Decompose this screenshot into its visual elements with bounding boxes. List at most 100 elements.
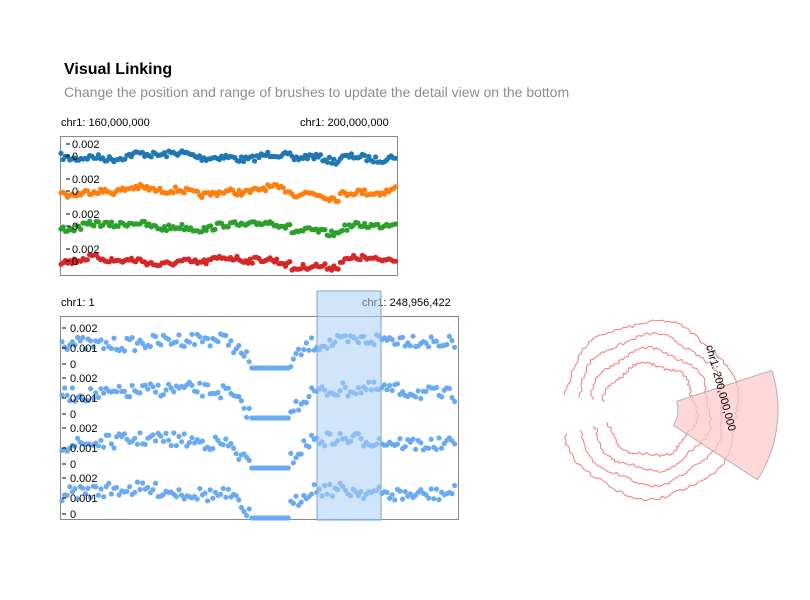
data-point — [95, 190, 101, 196]
data-point — [69, 385, 75, 391]
data-point — [285, 465, 291, 471]
detail-track-row — [58, 181, 398, 204]
data-point — [392, 221, 398, 227]
data-point — [205, 382, 211, 388]
data-point — [245, 260, 251, 266]
data-point — [163, 430, 169, 436]
data-point — [207, 487, 213, 493]
data-point — [287, 259, 293, 265]
data-point — [285, 515, 291, 521]
data-point — [205, 336, 211, 342]
data-point — [287, 222, 293, 228]
data-point — [311, 482, 317, 488]
data-point — [246, 506, 252, 512]
data-point — [199, 438, 205, 444]
data-point — [225, 224, 231, 230]
data-point — [290, 408, 296, 414]
data-point — [366, 153, 372, 160]
data-point — [223, 332, 229, 339]
data-point — [407, 343, 413, 349]
data-point — [158, 433, 164, 439]
data-point — [252, 158, 258, 164]
data-point — [137, 430, 143, 436]
data-point — [293, 493, 299, 499]
data-point — [389, 337, 395, 343]
y-tick-label: 0 — [72, 256, 78, 268]
data-point — [389, 492, 395, 498]
data-point — [210, 495, 216, 501]
data-point — [293, 455, 299, 461]
data-point — [342, 222, 348, 228]
data-point — [228, 338, 234, 344]
data-point — [236, 158, 242, 164]
data-point — [410, 333, 416, 339]
data-point — [400, 389, 406, 395]
data-point — [362, 187, 368, 193]
data-point — [428, 334, 434, 340]
data-point — [140, 340, 146, 347]
data-point — [265, 149, 271, 155]
data-point — [418, 395, 424, 402]
page-subtitle: Change the position and range of brushes… — [64, 84, 570, 100]
data-point — [301, 347, 307, 353]
data-point — [233, 451, 239, 457]
data-point — [439, 394, 445, 400]
data-point — [153, 438, 159, 444]
data-point — [415, 388, 421, 394]
data-point — [106, 480, 112, 486]
data-point — [155, 382, 161, 388]
data-point — [90, 395, 96, 401]
data-point — [69, 261, 75, 267]
data-point — [426, 445, 432, 451]
data-point — [176, 487, 182, 493]
data-point — [80, 334, 86, 341]
data-point — [290, 500, 296, 506]
overview-brush[interactable] — [316, 290, 382, 521]
data-point — [309, 335, 315, 341]
circular-brush[interactable] — [672, 369, 779, 481]
data-point — [236, 497, 242, 503]
data-point — [150, 487, 156, 493]
data-point — [293, 398, 299, 404]
data-point — [203, 261, 209, 267]
data-point — [72, 342, 78, 348]
data-point — [173, 443, 179, 449]
data-point — [225, 342, 231, 348]
data-point — [218, 491, 224, 497]
data-point — [423, 340, 429, 346]
data-point — [135, 186, 141, 192]
data-point — [298, 352, 304, 358]
data-point — [246, 457, 252, 463]
data-point — [158, 342, 164, 348]
data-point — [150, 432, 156, 438]
data-point — [357, 257, 363, 263]
overview-track[interactable]: 0.002 0.001 0 0.002 0.001 0 0.002 0.001 0 0.002 0.… — [59, 290, 459, 521]
data-point — [238, 504, 244, 511]
data-point — [170, 190, 176, 196]
data-point — [199, 339, 205, 345]
y-tick-label: 0.002 — [70, 423, 98, 435]
data-point — [309, 432, 315, 438]
data-point — [64, 492, 70, 498]
data-point — [194, 188, 200, 194]
data-point — [335, 266, 341, 272]
data-point — [452, 441, 458, 447]
data-point — [309, 491, 315, 497]
data-point — [306, 393, 312, 400]
data-point — [402, 489, 408, 495]
data-point — [394, 441, 400, 447]
overview-track-row — [59, 479, 458, 521]
data-point — [426, 495, 432, 501]
data-point — [88, 338, 94, 344]
data-point — [236, 394, 242, 400]
data-point — [153, 389, 159, 395]
data-point — [413, 394, 419, 400]
data-point — [173, 339, 179, 345]
circular-view[interactable]: chr1: 200,000,000 — [520, 300, 780, 540]
overview-track-row — [59, 430, 458, 471]
data-point — [212, 226, 218, 232]
data-point — [449, 491, 455, 497]
data-point — [326, 233, 332, 239]
